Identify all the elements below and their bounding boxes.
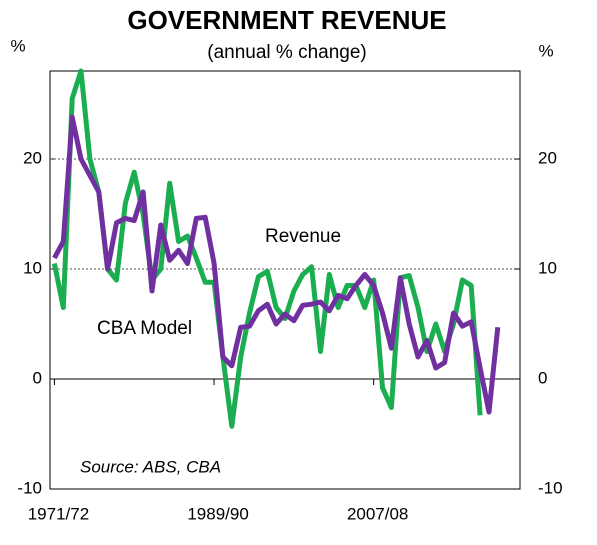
x-tick-label: 2007/08 [347, 504, 408, 523]
source-note: Source: ABS, CBA [80, 457, 221, 476]
x-tick-label: 1989/90 [187, 504, 248, 523]
data-line [52, 114, 501, 415]
y2-tick-label: 20 [538, 148, 557, 167]
y-tick-label: 10 [23, 258, 42, 277]
y2-axis-label: % [538, 41, 553, 60]
y2-tick-label: -10 [538, 478, 563, 497]
legend-label: Revenue [265, 226, 341, 247]
y-tick-label: -10 [17, 478, 42, 497]
chart-title: GOVERNMENT REVENUE [127, 5, 446, 35]
y2-tick-label: 0 [538, 368, 547, 387]
y-tick-label: 0 [33, 368, 42, 387]
y2-tick-label: 10 [538, 258, 557, 277]
legend-label: CBA Model [97, 318, 192, 339]
y-axis-label: % [10, 36, 25, 55]
data-line [51, 68, 483, 429]
x-tick-label: 1971/72 [28, 504, 89, 523]
plot-frame [49, 70, 521, 490]
y-tick-label: 20 [23, 148, 42, 167]
chart-subtitle: (annual % change) [207, 42, 367, 63]
